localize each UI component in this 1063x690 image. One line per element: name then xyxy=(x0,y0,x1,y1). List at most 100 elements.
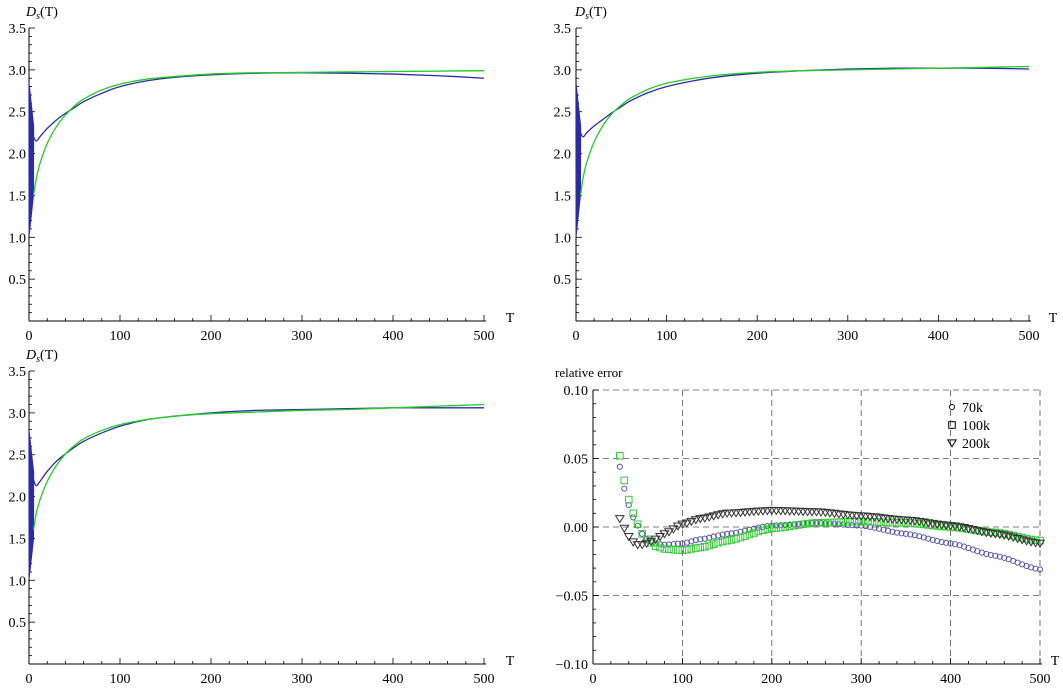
x-tick-label-3: 300 xyxy=(292,672,313,687)
y-tick-label-3: 2.0 xyxy=(554,148,572,163)
data-point-200k xyxy=(677,520,688,530)
y-axis-label: Ds(T) xyxy=(25,348,58,365)
data-point-200k xyxy=(695,515,706,524)
data-point-70k xyxy=(652,540,659,547)
x-axis-label: T xyxy=(506,654,515,669)
y-tick-label-0: 0.5 xyxy=(9,273,27,288)
data-point-70k xyxy=(813,519,820,526)
data-point-200k xyxy=(654,532,666,542)
data-point-100k xyxy=(826,518,834,527)
data-point-100k xyxy=(852,517,861,526)
data-point-100k xyxy=(736,533,745,542)
data-point-100k xyxy=(754,527,763,536)
data-point-70k xyxy=(661,541,668,548)
y-tick-label-5: 3.0 xyxy=(9,64,27,79)
data-point-100k xyxy=(696,543,705,552)
data-point-100k xyxy=(866,517,874,526)
data-point-200k xyxy=(659,530,670,539)
data-point-100k xyxy=(620,476,629,485)
data-point-70k xyxy=(679,540,686,547)
data-point-100k xyxy=(803,519,812,528)
data-point-100k xyxy=(616,451,624,460)
data-point-70k xyxy=(884,527,892,534)
data-point-100k xyxy=(705,541,714,550)
data-point-200k xyxy=(663,528,675,537)
data-point-100k xyxy=(674,546,682,554)
data-point-70k xyxy=(630,514,637,521)
data-point-70k xyxy=(1036,566,1044,573)
y-tick-label-1: −0.05 xyxy=(556,590,588,605)
x-axis-label: T xyxy=(1049,311,1058,326)
y-tick-label-4: 2.5 xyxy=(554,106,572,121)
y-tick-label-1: 1.0 xyxy=(554,231,572,246)
data-point-100k xyxy=(683,545,691,554)
data-point-70k xyxy=(616,463,623,470)
data-point-70k xyxy=(893,529,901,536)
data-point-70k xyxy=(692,537,699,544)
data-point-70k xyxy=(710,533,717,540)
data-point-100k xyxy=(812,519,821,527)
data-point-70k xyxy=(934,537,941,545)
data-point-100k xyxy=(830,518,839,527)
series-line-0 xyxy=(29,72,485,142)
data-point-70k xyxy=(786,521,793,528)
data-point-100k xyxy=(884,518,892,527)
data-point-100k xyxy=(835,518,843,527)
data-point-100k xyxy=(821,518,830,527)
data-point-70k xyxy=(983,550,990,557)
data-point-100k xyxy=(870,518,879,526)
data-point-100k xyxy=(759,526,767,534)
y-tick-label-1: 1.0 xyxy=(9,231,27,246)
data-point-100k xyxy=(781,523,790,531)
x-tick-label-0: 0 xyxy=(590,672,597,687)
data-point-70k xyxy=(791,521,798,528)
x-axis-label: T xyxy=(506,311,515,326)
data-point-70k xyxy=(639,530,646,537)
data-point-200k xyxy=(717,510,728,519)
data-point-70k xyxy=(621,485,628,492)
x-tick-label-2: 200 xyxy=(201,329,222,344)
data-point-200k xyxy=(713,511,724,520)
data-point-100k xyxy=(888,518,897,527)
data-point-100k xyxy=(750,529,758,537)
data-point-70k xyxy=(840,521,847,528)
data-point-100k xyxy=(656,543,664,552)
y-tick-label-4: 0.10 xyxy=(564,384,589,399)
data-point-200k xyxy=(690,516,701,525)
x-tick-label-3: 300 xyxy=(837,329,858,344)
noise-band xyxy=(575,82,582,237)
data-point-70k xyxy=(929,536,936,543)
noise-band xyxy=(28,429,35,580)
data-point-200k xyxy=(699,514,710,523)
data-point-200k xyxy=(650,535,661,545)
data-point-70k xyxy=(911,532,918,539)
data-point-100k xyxy=(875,518,883,526)
data-point-200k xyxy=(708,512,719,521)
data-point-70k xyxy=(952,541,959,548)
noise-oscillation xyxy=(575,82,582,237)
data-point-70k xyxy=(889,528,896,535)
data-point-70k xyxy=(701,535,708,542)
data-point-70k xyxy=(938,538,945,546)
data-point-70k xyxy=(925,535,932,542)
y-axis-label: Ds(T) xyxy=(25,5,58,22)
data-point-200k xyxy=(1034,539,1046,549)
data-point-70k xyxy=(782,521,789,528)
x-tick-label-4: 400 xyxy=(383,672,404,687)
data-point-70k xyxy=(808,520,816,527)
x-tick-label-4: 400 xyxy=(383,329,404,344)
x-tick-label-5: 500 xyxy=(474,672,495,687)
data-point-70k xyxy=(697,536,704,543)
legend-label-70k: 70k xyxy=(962,401,983,416)
data-point-70k xyxy=(706,534,713,541)
x-tick-label-5: 500 xyxy=(1030,672,1051,687)
x-tick-label-0: 0 xyxy=(26,329,33,344)
data-point-70k xyxy=(634,522,641,529)
y-tick-label-4: 2.5 xyxy=(9,449,27,464)
data-point-70k xyxy=(831,520,838,527)
x-axis-label: T xyxy=(1051,654,1060,669)
legend: 70k 100k 200k xyxy=(946,401,990,452)
data-point-70k xyxy=(907,531,914,538)
legend-marker-100k xyxy=(948,421,956,429)
